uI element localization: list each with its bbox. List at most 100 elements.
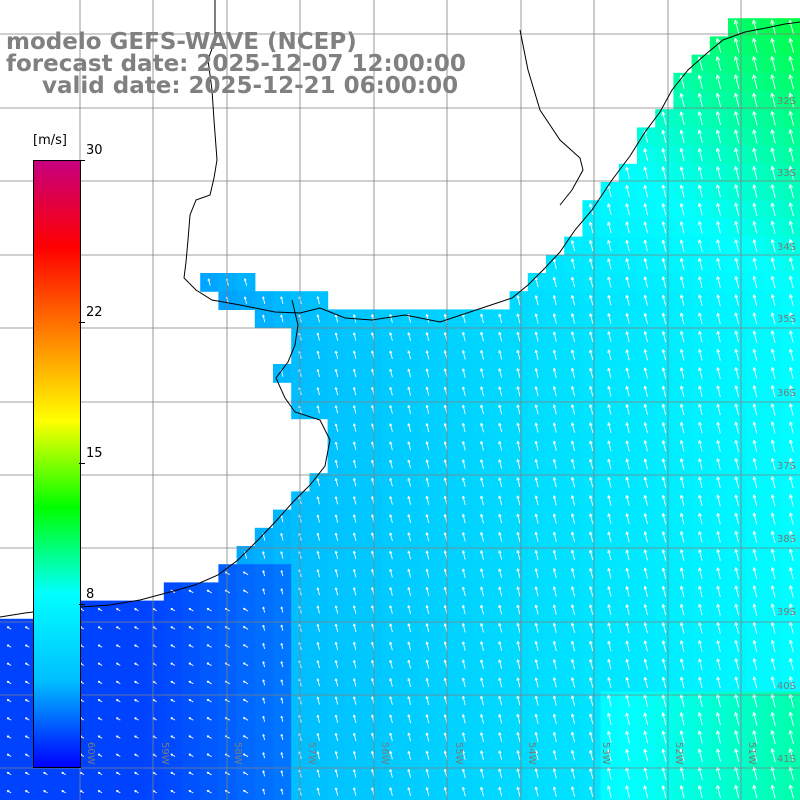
wind-arrow [407,623,412,633]
wind-arrow [607,640,612,652]
latitude-label: 41S [776,754,796,765]
wind-arrow [334,678,339,687]
wind-arrow [716,476,721,489]
latitude-label: 36S [776,388,796,399]
wind-arrow [425,550,430,560]
wind-arrow [425,605,430,615]
field-cell [0,782,19,800]
wind-arrow [425,368,430,378]
wind-arrow [262,697,266,704]
wind-arrow [6,644,12,648]
wind-arrow [61,790,66,794]
wind-arrow [480,459,484,469]
wind-arrow [498,532,503,542]
wind-arrow [115,753,121,757]
wind-arrow [589,422,594,433]
wind-arrow [679,276,685,288]
wind-arrow [170,735,176,739]
wind-arrow [734,603,740,616]
field-cell [182,782,201,800]
wind-arrow [552,349,557,360]
field-cell [782,91,800,110]
field-cell [782,600,800,620]
wind-arrow [607,604,612,615]
wind-arrow [534,732,539,743]
wind-arrow [170,644,176,648]
wind-arrow [643,184,649,198]
field-cell [782,709,800,729]
wind-arrow [625,294,630,306]
wind-arrow [733,74,740,90]
wind-arrow [643,785,649,798]
wind-arrow [698,349,703,361]
wind-arrow [770,730,776,744]
wind-arrow [734,184,740,198]
wind-arrow [407,641,412,651]
wind-arrow [407,550,412,560]
wind-arrow [516,750,521,761]
longitude-label: 54W [526,742,537,765]
wind-arrow [789,548,794,562]
wind-arrow [425,332,430,342]
wind-arrow [661,239,667,252]
wind-arrow [625,276,630,288]
wind-arrow [752,348,758,361]
wind-arrow [425,532,430,542]
wind-arrow [516,368,521,378]
wind-arrow [589,458,594,470]
wind-arrow [280,715,284,722]
wind-arrow [389,314,393,323]
wind-arrow [698,403,703,416]
wind-arrow [589,768,594,779]
wind-arrow [679,567,685,579]
wind-arrow [570,513,576,524]
wind-arrow [607,658,612,670]
wind-arrow [679,440,685,452]
wind-arrow [789,567,794,580]
wind-arrow [679,712,685,726]
wind-arrow [188,644,194,648]
wind-arrow [589,440,594,452]
wind-arrow [242,571,249,576]
wind-arrow [661,331,667,343]
wind-arrow [589,786,594,797]
wind-arrow [316,314,320,323]
wind-arrow [552,750,557,761]
wind-arrow [480,695,484,706]
wind-arrow [6,699,12,703]
wind-arrow [643,604,648,616]
wind-arrow [770,19,776,35]
wind-arrow [789,530,794,543]
wind-arrow [6,790,12,794]
wind-arrow [425,313,430,323]
wind-arrow [589,349,594,361]
wind-arrow [788,129,794,144]
wind-arrow [134,626,139,630]
wind-arrow [498,695,503,706]
wind-arrow [352,587,357,596]
wind-arrow [770,312,776,325]
wind-arrow [97,717,103,721]
wind-arrow [716,676,721,689]
wind-arrow [734,312,740,325]
wind-arrow [788,37,795,53]
wind-arrow [480,768,484,779]
wind-arrow [461,550,466,560]
wind-arrow [480,331,484,342]
wind-arrow [552,313,557,324]
wind-arrow [661,604,667,616]
wind-arrow [352,441,357,451]
wind-arrow [243,296,248,304]
wind-arrow [24,680,30,685]
wind-arrow [789,312,794,325]
wind-arrow [334,696,339,705]
wind-arrow [661,676,667,689]
wind-arrow [734,403,740,416]
wind-arrow [316,369,320,378]
wind-arrow [552,622,557,633]
wind-arrow [498,568,503,579]
wind-arrow [643,276,648,288]
wind-arrow [770,530,776,543]
wind-arrow [734,530,740,543]
wind-arrow [734,166,740,180]
